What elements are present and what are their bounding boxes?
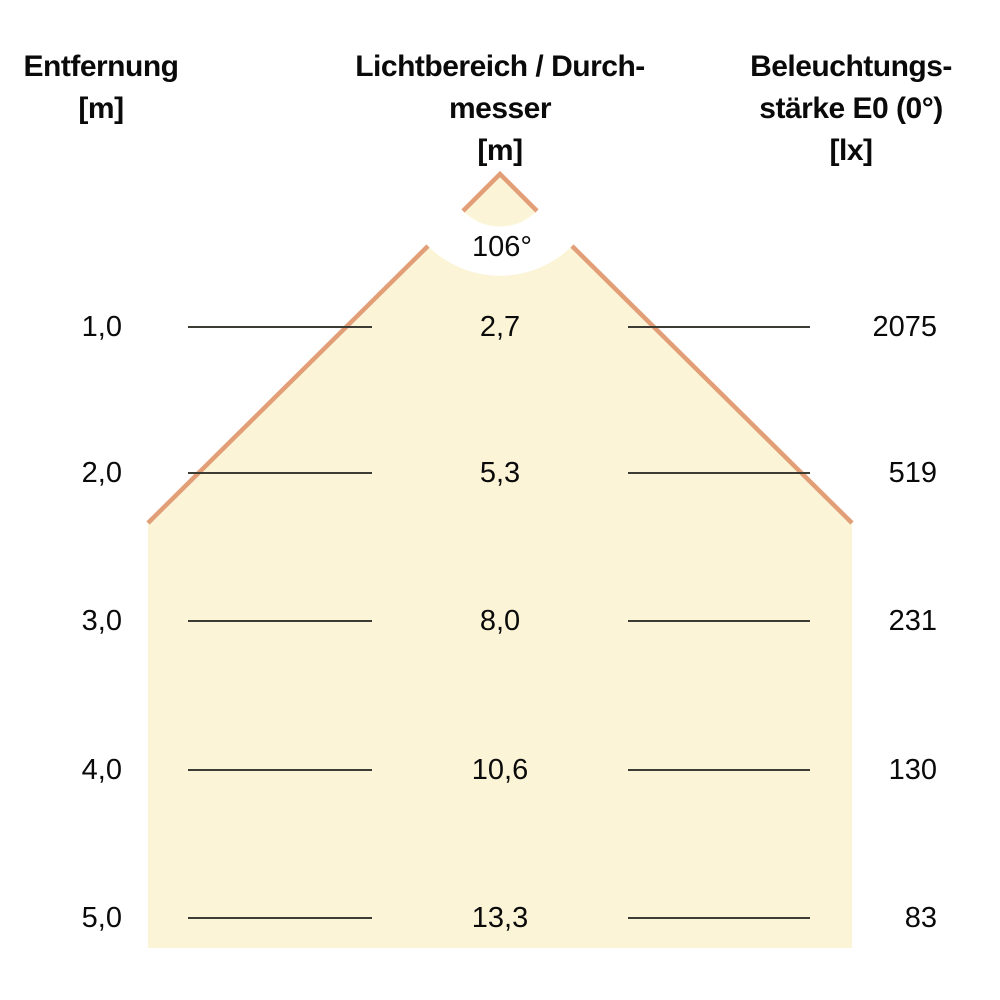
illuminance-value: 519 — [888, 457, 937, 489]
column-title-line: Beleuchtungs- — [750, 50, 952, 83]
distance-value: 3,0 — [81, 605, 122, 637]
column-title-line: stärke E0 (0°) — [759, 92, 943, 125]
column-title-line: messer — [448, 92, 552, 125]
diameter-value: 8,0 — [479, 605, 521, 637]
table-row: 3,0 8,0 231 — [0, 606, 1000, 636]
beam-edge-left — [146, 244, 430, 525]
column-unit-label: [lx] — [829, 134, 874, 167]
column-title-line: Lichtbereich / Durch- — [355, 50, 645, 83]
table-row: 1,0 2,7 2075 — [0, 312, 1000, 342]
beam-edge-right — [570, 244, 854, 525]
table-row: 2,0 5,3 519 — [0, 458, 1000, 488]
column-unit-label: [m] — [477, 134, 523, 167]
distance-value: 5,0 — [81, 902, 122, 934]
illuminance-value: 130 — [888, 754, 937, 786]
beam-angle-label: 106° — [472, 231, 532, 263]
table-row: 4,0 10,6 130 — [0, 755, 1000, 785]
table-row: 5,0 13,3 83 — [0, 903, 1000, 933]
wedge-outline — [461, 170, 539, 213]
distance-value: 1,0 — [81, 311, 122, 343]
column-header-lichtbereich: Lichtbereich / Durch- messer [m] — [330, 46, 670, 172]
column-unit-label: [m] — [78, 92, 124, 125]
tick-lines — [188, 326, 810, 919]
illuminance-value: 231 — [888, 605, 937, 637]
diameter-value: 10,6 — [471, 754, 529, 786]
column-header-entfernung: Entfernung [m] — [0, 46, 202, 130]
distance-value: 4,0 — [81, 754, 122, 786]
diameter-value: 13,3 — [471, 902, 529, 934]
diameter-value: 2,7 — [479, 311, 521, 343]
illuminance-value: 2075 — [872, 311, 937, 343]
beam-cone-shape — [148, 246, 852, 948]
column-header-beleuchtungsstaerke: Beleuchtungs- stärke E0 (0°) [lx] — [720, 46, 982, 172]
diameter-value: 5,3 — [479, 457, 521, 489]
distance-value: 2,0 — [81, 457, 122, 489]
illuminance-value: 83 — [904, 902, 937, 934]
column-title-line: Entfernung — [23, 50, 179, 83]
beam-source-wedge — [463, 174, 537, 227]
